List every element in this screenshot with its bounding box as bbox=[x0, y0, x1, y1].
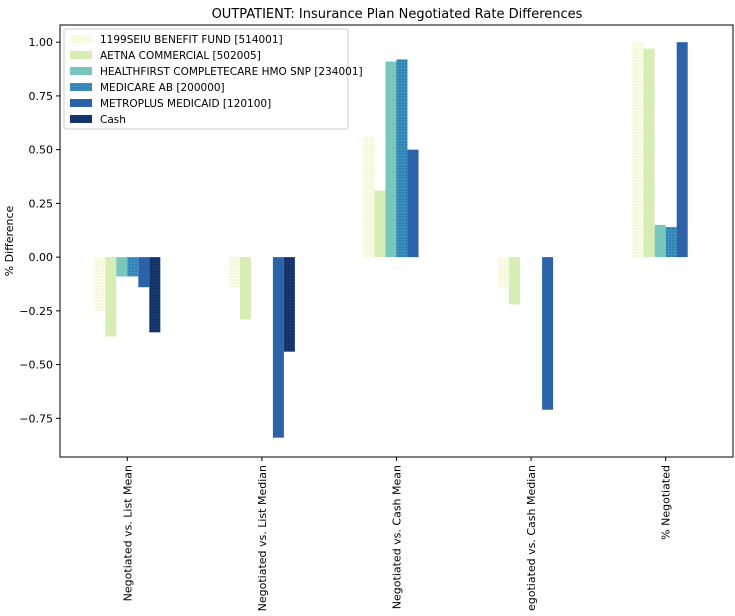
bar bbox=[94, 257, 106, 311]
bar bbox=[105, 257, 117, 337]
legend-label: Cash bbox=[100, 114, 126, 126]
legend-swatch bbox=[70, 83, 92, 91]
legend-label: AETNA COMMERCIAL [502005] bbox=[100, 50, 261, 62]
y-tick-label: −0.75 bbox=[19, 412, 53, 425]
y-axis-label: % Difference bbox=[3, 205, 16, 276]
bar bbox=[509, 257, 521, 305]
bar bbox=[498, 257, 510, 288]
bars-layer bbox=[94, 42, 688, 438]
bar bbox=[665, 227, 677, 258]
legend: 1199SEIU BENEFIT FUND [514001] AETNA COMM… bbox=[63, 28, 363, 130]
bar bbox=[116, 257, 128, 277]
bar bbox=[149, 257, 161, 333]
y-axis: −0.75 −0.50 −0.25 0.00 0.25 0.50 0.75 1.00 bbox=[19, 36, 60, 425]
bar bbox=[385, 61, 397, 258]
y-tick-label: 0.00 bbox=[29, 251, 54, 264]
bar bbox=[272, 257, 284, 438]
y-tick-label: 0.50 bbox=[29, 144, 54, 157]
y-tick-label: −0.50 bbox=[19, 359, 53, 372]
bar bbox=[407, 149, 419, 258]
x-tick-label: Negotiated vs. List Mean bbox=[121, 465, 134, 601]
y-tick-label: −0.25 bbox=[19, 305, 53, 318]
bar bbox=[138, 257, 150, 288]
bar bbox=[239, 257, 251, 320]
y-tick-label: 0.75 bbox=[29, 90, 54, 103]
x-tick-label: Negotiated vs. List Median bbox=[256, 465, 269, 611]
bar bbox=[363, 136, 375, 258]
legend-swatch bbox=[70, 99, 92, 107]
bar bbox=[654, 224, 666, 258]
legend-label: METROPLUS MEDICAID [120100] bbox=[100, 98, 271, 110]
x-tick-label: Negotiated vs. Cash Mean bbox=[391, 465, 404, 609]
bar bbox=[228, 257, 240, 288]
chart-title: OUTPATIENT: Insurance Plan Negotiated Ra… bbox=[212, 7, 583, 22]
legend-swatch bbox=[70, 35, 92, 43]
bar bbox=[283, 257, 295, 352]
legend-label: HEALTHFIRST COMPLETECARE HMO SNP [234001… bbox=[100, 66, 363, 78]
x-axis: Negotiated vs. List Mean Negotiated vs. L… bbox=[121, 457, 673, 616]
bar bbox=[396, 59, 408, 258]
bar bbox=[542, 257, 554, 410]
legend-label: MEDICARE AB [200000] bbox=[100, 82, 225, 94]
legend-swatch bbox=[70, 67, 92, 75]
y-tick-label: 1.00 bbox=[29, 36, 54, 49]
bar bbox=[127, 257, 139, 277]
bar bbox=[632, 42, 644, 258]
x-tick-label: % Negotiated bbox=[660, 465, 673, 540]
legend-swatch bbox=[70, 51, 92, 59]
legend-label: 1199SEIU BENEFIT FUND [514001] bbox=[100, 34, 283, 46]
bar bbox=[374, 190, 386, 258]
bar bbox=[643, 48, 655, 258]
legend-box bbox=[63, 28, 349, 130]
y-tick-label: 0.25 bbox=[29, 197, 54, 210]
x-tick-label: Negotiated vs. Cash Median bbox=[525, 465, 538, 612]
legend-swatch bbox=[70, 115, 92, 123]
bar bbox=[676, 42, 688, 258]
